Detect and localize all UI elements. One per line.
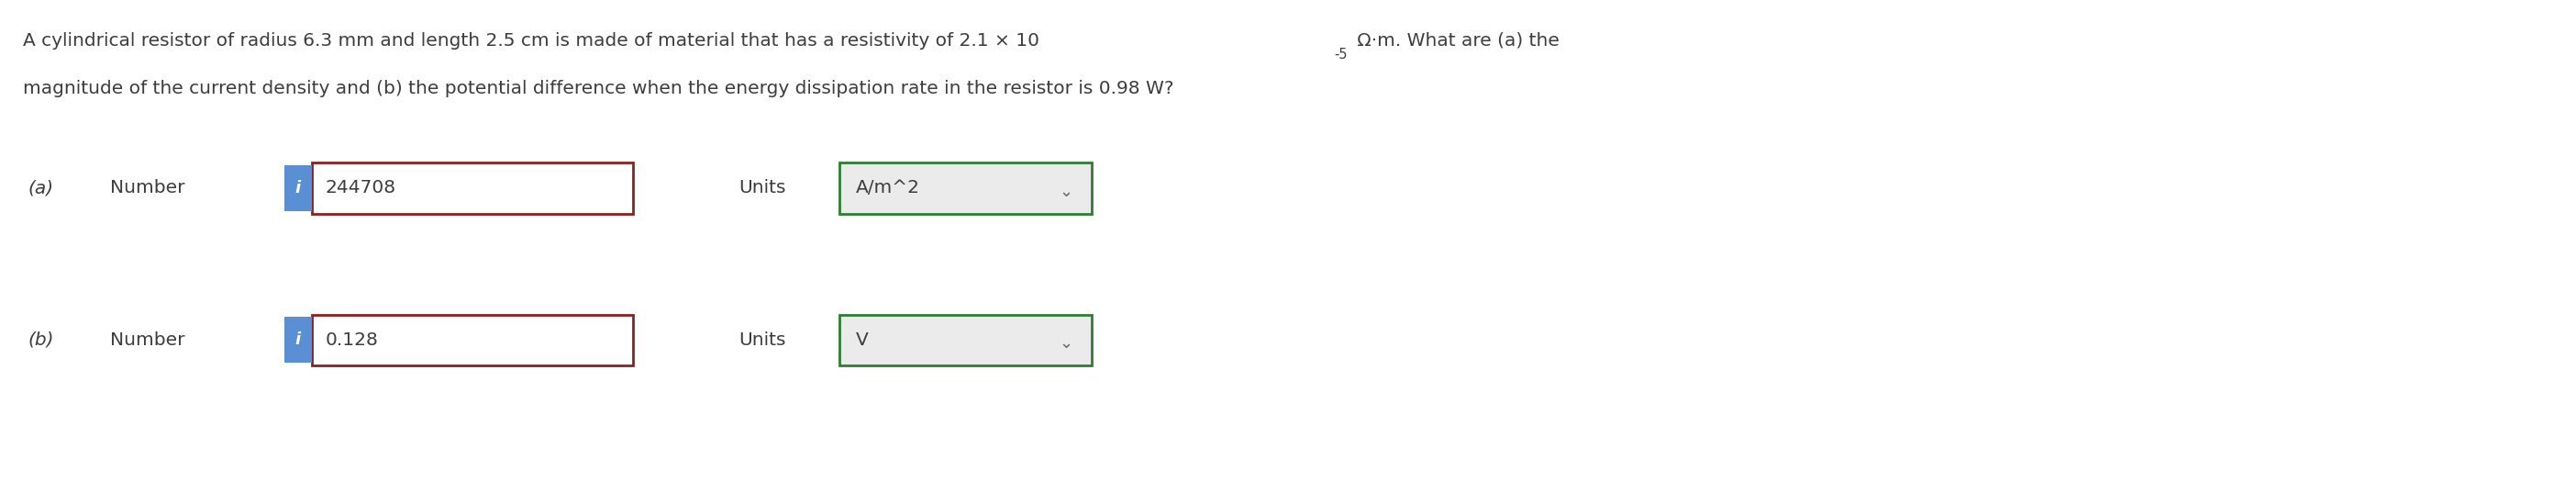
Text: ⌄: ⌄ xyxy=(1059,184,1074,200)
Text: Ω·m. What are (a) the: Ω·m. What are (a) the xyxy=(1352,32,1561,50)
Text: i: i xyxy=(296,180,301,197)
Text: 0.128: 0.128 xyxy=(325,331,379,348)
Text: 244708: 244708 xyxy=(325,179,397,197)
Text: i: i xyxy=(296,332,301,348)
Text: A cylindrical resistor of radius 6.3 mm and length 2.5 cm is made of material th: A cylindrical resistor of radius 6.3 mm … xyxy=(23,32,1038,50)
FancyBboxPatch shape xyxy=(840,163,1092,214)
Text: V: V xyxy=(855,331,868,348)
Text: A/m^2: A/m^2 xyxy=(855,179,920,197)
Text: -5: -5 xyxy=(1334,48,1347,62)
Text: magnitude of the current density and (b) the potential difference when the energ: magnitude of the current density and (b)… xyxy=(23,80,1175,97)
Text: (b): (b) xyxy=(28,331,54,348)
FancyBboxPatch shape xyxy=(283,317,312,362)
Text: (a): (a) xyxy=(28,179,54,197)
Text: Number: Number xyxy=(111,331,185,348)
FancyBboxPatch shape xyxy=(283,165,312,211)
Text: ⌄: ⌄ xyxy=(1059,335,1074,352)
FancyBboxPatch shape xyxy=(312,163,634,214)
Text: Number: Number xyxy=(111,179,185,197)
FancyBboxPatch shape xyxy=(312,314,634,365)
FancyBboxPatch shape xyxy=(840,314,1092,365)
Text: Units: Units xyxy=(739,179,786,197)
Text: Units: Units xyxy=(739,331,786,348)
